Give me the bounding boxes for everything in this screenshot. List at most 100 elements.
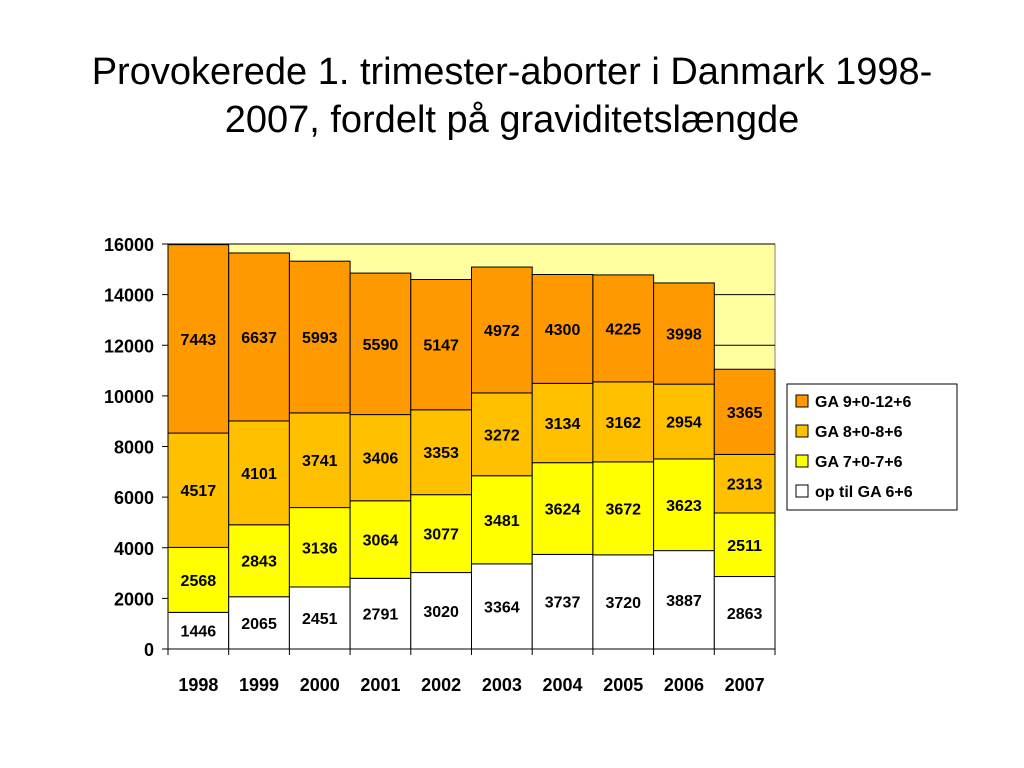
bar-value-label: 3365 [727,405,763,422]
bar-value-label: 3353 [423,445,459,462]
legend-box [786,383,958,511]
bar-value-label: 2791 [363,607,399,624]
bar-value-label: 3672 [605,501,641,518]
chart-title-line-2: 2007, fordelt på graviditetslængde [224,99,800,141]
bar-value-label: 3162 [605,415,641,432]
bar-value-label: 4300 [545,322,581,339]
bar-value-label: 2954 [666,415,702,432]
x-tick-label: 2000 [300,675,340,695]
bar-value-label: 2065 [241,616,277,633]
bar-value-label: 6637 [241,330,277,347]
legend-swatch [795,394,809,408]
bar-value-label: 1446 [181,624,217,641]
bar-segment [471,392,533,477]
bar-segment [288,586,351,650]
bar-value-label: 2511 [727,538,762,555]
bar-value-label: 3272 [484,427,520,444]
x-tick-label: 2005 [603,675,643,695]
y-tick-label: 4000 [114,539,154,559]
bar-segment [713,512,776,578]
bar-segment [349,500,412,579]
bar-segment [410,409,472,496]
bar-segment [471,475,533,565]
y-tick-label: 16000 [104,235,154,255]
x-tick-label: 2006 [664,675,704,695]
bar-segment [713,453,776,514]
bar-value-label: 3364 [484,599,520,616]
x-tick-label: 2002 [421,675,461,695]
bar-value-label: 3406 [363,451,399,468]
bar-value-label: 3741 [302,453,338,470]
y-tick-label: 10000 [104,387,154,407]
bar-segment [410,279,472,411]
bar-segment [531,274,594,384]
x-tick-label: 2004 [543,675,583,695]
bar-labels: 1446 2568 4517 7443 2065 2843 4101 6637 2451 3136… [181,321,763,640]
bar-segment [228,524,290,598]
bar-value-label: 2451 [302,611,338,628]
y-tick-label: 8000 [114,438,154,458]
chart-title: Provokerede 1. trimester-aborter i Danma… [0,48,1024,144]
chart-title-line-1: Provokerede 1. trimester-aborter i Danma… [91,51,933,93]
bar-segment [592,381,655,463]
bar-value-label: 2568 [181,573,217,590]
legend-label: op til GA 6+6 [815,484,913,501]
legend-swatch [795,484,809,498]
bar-value-label: 3020 [423,604,459,621]
bar-value-label: 3136 [302,540,338,557]
bar-value-label: 3998 [666,327,702,344]
x-tick-label: 1998 [178,675,218,695]
bar-segment [167,546,230,613]
bar-value-label: 3134 [545,416,581,433]
bar-value-label: 5147 [423,338,459,355]
bar-segment [713,368,776,455]
y-tick-label: 6000 [114,488,154,508]
bar-segment [167,244,230,434]
bar-segment [471,266,533,394]
legend-label: GA 8+0-8+6 [815,424,903,441]
bar-value-label: 5590 [363,337,399,354]
bar-segment [713,576,776,650]
bar-segment [653,282,715,385]
legend-label: GA 7+0-7+6 [815,454,903,471]
x-tick-label: 2003 [482,675,522,695]
x-tick-label: 2001 [360,675,400,695]
bar-segment [531,382,594,464]
bar-segment [349,414,412,502]
legend-swatch [795,454,809,468]
bar-value-label: 4517 [181,483,217,500]
y-axis: 0 2000 4000 6000 8000 10000 12000 14000 16000 [104,235,169,660]
bar-value-label: 2863 [727,606,763,623]
bar-value-label: 2313 [727,477,763,494]
legend: GA 9+0-12+6 GA 8+0-8+6 GA 7+0-7+6 op til GA… [786,383,958,511]
bar-value-label: 4225 [605,321,641,338]
bar-segment [653,458,715,552]
bar-value-label: 3481 [484,513,520,530]
bar-segment [531,553,594,650]
bar-value-label: 3624 [545,502,581,519]
y-tick-label: 2000 [114,589,154,609]
legend-label: GA 9+0-12+6 [815,394,911,411]
legend-swatch [795,424,809,438]
bar-value-label: 3737 [545,595,581,612]
bar-segment [531,462,594,555]
bar-segment [288,260,351,414]
y-tick-label: 14000 [104,286,154,306]
bar-segment [228,596,290,650]
bar-segment [592,274,655,383]
bars [167,244,776,650]
bar-segment [349,272,412,416]
y-tick-label: 12000 [104,336,154,356]
bar-value-label: 3623 [666,498,702,515]
bar-segment [228,252,290,422]
bar-value-label: 5993 [302,330,338,347]
y-tick-label: 0 [144,640,154,660]
bar-segment [288,507,351,588]
bar-value-label: 3077 [423,527,459,544]
bar-value-label: 2843 [241,554,277,571]
x-tick-label: 1999 [239,675,279,695]
x-tick-label: 2007 [725,675,765,695]
bar-value-label: 4972 [484,323,520,340]
bar-segment [288,412,351,509]
